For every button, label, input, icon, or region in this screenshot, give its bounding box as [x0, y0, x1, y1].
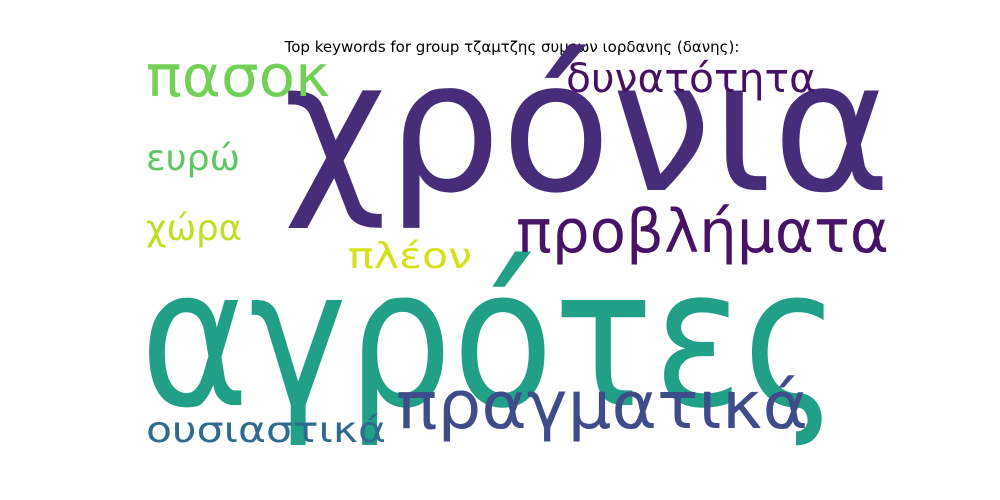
cloud-word: χρόνια [283, 21, 891, 233]
cloud-word: πλέον [348, 236, 472, 277]
cloud-word: αγρότες [140, 228, 840, 451]
cloud-word: προβλήματα [516, 197, 889, 267]
cloud-word: δυνατότητα [566, 56, 816, 102]
chart-title: Top keywords for group τζαμτζης συμεων ι… [284, 38, 740, 56]
cloud-word: πασοκ [146, 42, 330, 110]
cloud-word: πραγματικά [396, 367, 808, 444]
cloud-word: ευρώ [146, 138, 240, 179]
cloud-word: χώρα [146, 208, 242, 249]
cloud-word: ουσιαστικά [146, 410, 386, 451]
